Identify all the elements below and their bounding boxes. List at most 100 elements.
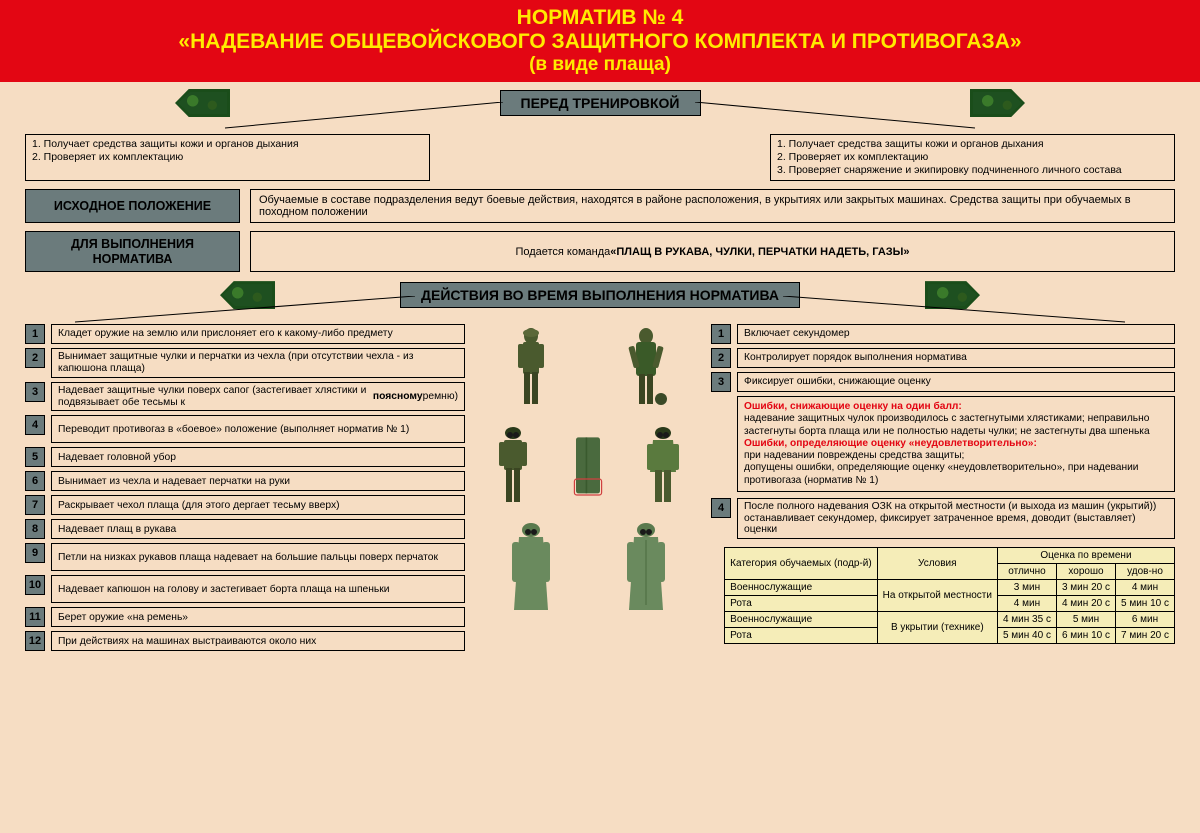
execution-row: ДЛЯ ВЫПОЛНЕНИЯ НОРМАТИВА Подается команд… <box>25 231 1175 272</box>
step-text: Надевает капюшон на голову и застегивает… <box>51 575 465 603</box>
title-line1: НОРМАТИВ № 4 <box>10 6 1190 30</box>
left-step: 4 Переводит противогаз в «боевое» положен… <box>25 415 465 443</box>
step-number: 2 <box>711 348 731 368</box>
step-number: 4 <box>711 498 731 518</box>
err-h1: Ошибки, снижающие оценку на один балл: <box>744 401 1168 413</box>
section1-header: ПЕРЕД ТРЕНИРОВКОЙ <box>25 90 1175 116</box>
step-text: Вынимает защитные чулки и перчатки из че… <box>51 348 465 378</box>
step-text: После полного надевания ОЗК на открытой … <box>737 498 1175 539</box>
exec-label: ДЛЯ ВЫПОЛНЕНИЯ НОРМАТИВА <box>25 231 240 272</box>
figures-column <box>473 324 703 655</box>
right-step: 2 Контролирует порядок выполнения нормати… <box>711 348 1175 368</box>
right-step-4: 4 После полного надевания ОЗК на открыто… <box>711 498 1175 539</box>
step-number: 4 <box>25 415 45 435</box>
left-steps-column: 1Кладет оружие на землю или прислоняет е… <box>25 324 465 655</box>
right-column: 1 Включает секундомер 2 Контролирует порядо… <box>711 324 1175 655</box>
step-text: При действиях на машинах выстраиваются о… <box>51 631 465 651</box>
step-number: 1 <box>711 324 731 344</box>
step-number: 3 <box>25 382 45 402</box>
step-text: Включает секундомер <box>737 324 1175 344</box>
step-number: 7 <box>25 495 45 515</box>
td-cat: Военнослужащие <box>725 612 878 628</box>
title-line2: «НАДЕВАНИЕ ОБЩЕВОЙСКОВОГО ЗАЩИТНОГО КОМП… <box>10 30 1190 54</box>
table-row: ВоеннослужащиеНа открытой местности3 мин… <box>725 580 1175 596</box>
step-number: 11 <box>25 607 45 627</box>
left-step: 8 Надевает плащ в рукава <box>25 519 465 539</box>
chevron-right-icon <box>925 281 980 309</box>
td-cat: Рота <box>725 628 878 644</box>
th-g3: удов-но <box>1115 564 1174 580</box>
left-step: 3Надевает защитные чулки поверх сапог (з… <box>25 382 465 412</box>
section1-boxes: 1. Получает средства защиты кожи и орган… <box>25 134 1175 181</box>
err-h2: Ошибки, определяющие оценку «неудовлетво… <box>744 438 1168 450</box>
td-cat: Военнослужащие <box>725 580 878 596</box>
right-step: 3 Фиксирует ошибки, снижающие оценку <box>711 372 1175 392</box>
td-cond: В укрытии (технике) <box>877 612 997 644</box>
exec-pre: Подается команда <box>515 246 610 258</box>
section1-title: ПЕРЕД ТРЕНИРОВКОЙ <box>500 90 701 116</box>
step-number: 9 <box>25 543 45 563</box>
table-row: ВоеннослужащиеВ укрытии (технике)4 мин 3… <box>725 612 1175 628</box>
td-g: 3 мин 20 с <box>1056 580 1115 596</box>
soldier-figure-icon <box>506 324 556 414</box>
step-number: 6 <box>25 471 45 491</box>
td-g: 7 мин 20 с <box>1115 628 1174 644</box>
td-g: 5 мин 10 с <box>1115 596 1174 612</box>
step-text: Раскрывает чехол плаща (для этого дергае… <box>51 495 465 515</box>
grading-table: Категория обучаемых (подр-й) Условия Оце… <box>724 547 1175 644</box>
td-g: 4 мин <box>1115 580 1174 596</box>
soldier-figure-icon <box>488 422 538 512</box>
td-g: 4 мин <box>997 596 1056 612</box>
td-g: 6 мин 10 с <box>1056 628 1115 644</box>
err-b2: при надевании повреждены средства защиты… <box>744 450 1168 487</box>
title-line3: (в виде плаща) <box>10 54 1190 76</box>
soldier-figure-icon <box>568 422 608 512</box>
td-cat: Рота <box>725 596 878 612</box>
td-g: 5 мин <box>1056 612 1115 628</box>
initial-position-row: ИСХОДНОЕ ПОЛОЖЕНИЕ Обучаемые в составе п… <box>25 189 1175 223</box>
left-step: 7 Раскрывает чехол плаща (для этого дерга… <box>25 495 465 515</box>
left-step: 12 При действиях на машинах выстраиваются… <box>25 631 465 651</box>
soldier-figure-icon <box>506 520 556 620</box>
step-number: 2 <box>25 348 45 368</box>
step-text: Фиксирует ошибки, снижающие оценку <box>737 372 1175 392</box>
step-number: 3 <box>711 372 731 392</box>
td-g: 5 мин 40 с <box>997 628 1056 644</box>
step-number: 5 <box>25 447 45 467</box>
err-b1: надевание защитных чулок производилось с… <box>744 413 1168 437</box>
td-cond: На открытой местности <box>877 580 997 612</box>
step-number: 8 <box>25 519 45 539</box>
exec-cmd: «ПЛАЩ В РУКАВА, ЧУЛКИ, ПЕРЧАТКИ НАДЕТЬ, … <box>610 246 909 258</box>
left-step: 5 Надевает головной убор <box>25 447 465 467</box>
step-text: Берет оружие «на ремень» <box>51 607 465 627</box>
step-text: Петли на низках рукавов плаща надевает н… <box>51 543 465 571</box>
chevron-left-icon <box>220 281 275 309</box>
step-number: 10 <box>25 575 45 595</box>
left-step: 10 Надевает капюшон на голову и застегива… <box>25 575 465 603</box>
th-category: Категория обучаемых (подр-й) <box>725 548 878 580</box>
soldier-figure-icon <box>621 324 671 414</box>
errors-box: Ошибки, снижающие оценку на один балл: н… <box>737 396 1175 492</box>
td-g: 6 мин <box>1115 612 1174 628</box>
section2-title: ДЕЙСТВИЯ ВО ВРЕМЯ ВЫПОЛНЕНИЯ НОРМАТИВА <box>400 282 800 308</box>
soldier-figure-icon <box>638 422 688 512</box>
prep-left-box: 1. Получает средства защиты кожи и орган… <box>25 134 430 181</box>
step-text: Вынимает из чехла и надевает перчатки на… <box>51 471 465 491</box>
step-text: Переводит противогаз в «боевое» положени… <box>51 415 465 443</box>
th-g2: хорошо <box>1056 564 1115 580</box>
th-grade: Оценка по времени <box>997 548 1174 564</box>
chevron-left-icon <box>175 89 230 117</box>
left-step: 9 Петли на низках рукавов плаща надевает … <box>25 543 465 571</box>
right-step: 1 Включает секундомер <box>711 324 1175 344</box>
th-g1: отлично <box>997 564 1056 580</box>
exec-text: Подается команда «ПЛАЩ В РУКАВА, ЧУЛКИ, … <box>250 231 1175 272</box>
section2-header: ДЕЙСТВИЯ ВО ВРЕМЯ ВЫПОЛНЕНИЯ НОРМАТИВА <box>25 282 1175 308</box>
step-text: Кладет оружие на землю или прислоняет ег… <box>51 324 465 344</box>
step-text: Контролирует порядок выполнения норматив… <box>737 348 1175 368</box>
step-text: Надевает плащ в рукава <box>51 519 465 539</box>
td-g: 3 мин <box>997 580 1056 596</box>
td-g: 4 мин 20 с <box>1056 596 1115 612</box>
left-step: 2 Вынимает защитные чулки и перчатки из ч… <box>25 348 465 378</box>
step-number: 12 <box>25 631 45 651</box>
step-text: Надевает головной убор <box>51 447 465 467</box>
